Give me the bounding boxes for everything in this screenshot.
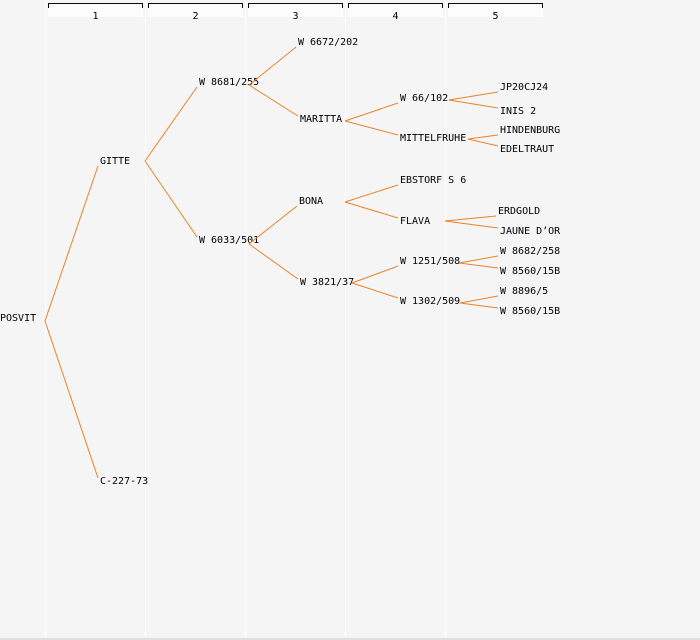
tree-node-c22773[interactable]: C-227-73 — [100, 476, 149, 487]
edge-maritta-w66-102 — [344, 102, 399, 122]
edge-w1251-508-w8560-15b-1 — [458, 262, 499, 269]
generation-bracket-4: 4 — [348, 3, 443, 22]
generation-bracket-5: 5 — [448, 3, 543, 22]
tree-node-w8560-15b-2[interactable]: W 8560/15B — [500, 306, 561, 317]
edge-flava-erdgold — [444, 215, 497, 222]
edge-w66-102-inis-2 — [448, 99, 499, 109]
tree-node-maritta[interactable]: MARITTA — [300, 114, 343, 125]
tree-node-jaune-dor[interactable]: JAUNE D’OR — [500, 226, 561, 237]
tree-node-posvit[interactable]: POSVIT — [0, 313, 37, 324]
tree-node-w8682-258[interactable]: W 8682/258 — [500, 246, 561, 257]
edge-w66-102-jp20cj24 — [448, 91, 499, 101]
edge-posvit-c22773 — [44, 320, 99, 479]
edge-w8681-255-maritta — [248, 84, 299, 117]
edge-posvit-gitte — [44, 165, 99, 322]
generation-number: 2 — [192, 11, 199, 22]
generation-number: 1 — [92, 11, 99, 22]
edge-w1251-508-w8682-258 — [458, 255, 499, 264]
generation-number: 4 — [392, 11, 399, 22]
edge-gitte-w8681-255 — [144, 86, 198, 162]
edge-mittelfruhe-edeltraut — [467, 138, 499, 147]
edge-flava-jaune-dor — [444, 220, 499, 229]
tree-node-w8896-5[interactable]: W 8896/5 — [500, 286, 549, 297]
tree-node-w1302-509[interactable]: W 1302/509 — [400, 296, 461, 307]
tree-node-edeltraut[interactable]: EDELTRAUT — [500, 144, 555, 155]
tree-node-w66-102[interactable]: W 66/102 — [400, 93, 449, 104]
column-divider — [245, 0, 246, 636]
generation-bracket-3: 3 — [248, 3, 343, 22]
tree-node-w6672-202[interactable]: W 6672/202 — [298, 37, 359, 48]
column-divider — [45, 0, 46, 636]
generation-number: 5 — [492, 11, 499, 22]
column-divider — [445, 0, 446, 636]
tree-node-w3821-37[interactable]: W 3821/37 — [300, 277, 355, 288]
edge-w3821-37-w1302-509 — [351, 282, 399, 299]
generation-bracket-2: 2 — [148, 3, 243, 22]
tree-node-w1251-508[interactable]: W 1251/508 — [400, 256, 461, 267]
generation-number: 3 — [292, 11, 299, 22]
edge-w1302-509-w8560-15b-2 — [459, 302, 499, 309]
tree-node-flava[interactable]: FLAVA — [400, 216, 431, 227]
tree-node-hindenburg[interactable]: HINDENBURG — [500, 125, 561, 136]
edge-w6033-501-w3821-37 — [248, 243, 299, 280]
tree-node-bona[interactable]: BONA — [299, 196, 324, 207]
column-divider — [345, 0, 346, 636]
tree-node-w8681-255[interactable]: W 8681/255 — [199, 77, 260, 88]
tree-node-mittelfruhe[interactable]: MITTELFRUHE — [400, 133, 467, 144]
tree-node-erdgold[interactable]: ERDGOLD — [498, 206, 541, 217]
tree-node-jp20cj24[interactable]: JP20CJ24 — [500, 82, 549, 93]
edge-maritta-mittelfruhe — [344, 120, 399, 136]
column-divider — [145, 0, 146, 636]
generation-bracket-1: 1 — [48, 3, 143, 22]
tree-node-w6033-501[interactable]: W 6033/501 — [199, 235, 260, 246]
edge-w3821-37-w1251-508 — [351, 265, 399, 284]
edge-gitte-w6033-501 — [144, 160, 198, 238]
edge-bona-flava — [344, 201, 399, 219]
tree-node-ebstorf-s6[interactable]: EBSTORF S 6 — [400, 175, 467, 186]
edge-w1302-509-w8896-5 — [459, 295, 499, 304]
tree-node-gitte[interactable]: GITTE — [100, 156, 131, 167]
edge-mittelfruhe-hindenburg — [467, 134, 499, 140]
tree-node-w8560-15b-1[interactable]: W 8560/15B — [500, 266, 561, 277]
edge-bona-ebstorf-s6 — [344, 184, 399, 203]
tree-node-inis-2[interactable]: INIS 2 — [500, 106, 537, 117]
